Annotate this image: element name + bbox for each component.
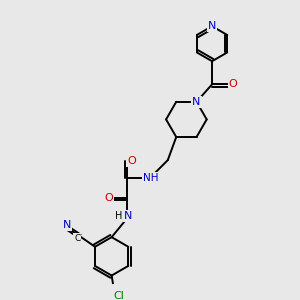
Text: N: N <box>63 220 71 230</box>
Text: N: N <box>192 97 201 107</box>
Text: C: C <box>74 234 80 243</box>
Text: Cl: Cl <box>113 291 124 300</box>
Text: O: O <box>229 79 237 89</box>
Text: O: O <box>104 193 113 203</box>
Text: NH: NH <box>142 172 158 183</box>
Text: H: H <box>115 211 122 221</box>
Text: N: N <box>124 211 133 221</box>
Text: O: O <box>127 156 136 166</box>
Text: N: N <box>208 21 216 31</box>
Text: N: N <box>192 97 201 107</box>
